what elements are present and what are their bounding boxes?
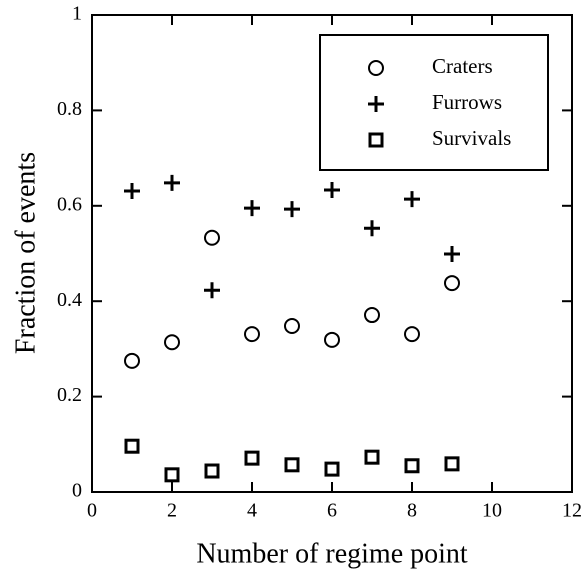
marker <box>364 307 380 324</box>
legend-box <box>319 34 549 171</box>
marker <box>444 456 460 472</box>
x-tick-label: 0 <box>87 500 97 522</box>
y-axis-label: Fraction of events <box>10 152 41 354</box>
x-tick-label: 10 <box>482 500 502 522</box>
marker <box>284 318 300 335</box>
y-tick-label: 1 <box>72 3 82 25</box>
marker <box>244 450 260 466</box>
legend-label: Craters <box>432 54 493 78</box>
marker <box>444 275 460 292</box>
marker <box>204 282 220 299</box>
marker <box>204 229 220 246</box>
marker <box>368 132 384 148</box>
x-axis-label: Number of regime point <box>196 538 468 569</box>
marker <box>324 331 340 348</box>
legend-label: Furrows <box>432 90 502 114</box>
y-tick-label: 0.2 <box>57 384 82 406</box>
marker <box>404 458 420 474</box>
marker <box>164 334 180 351</box>
marker <box>368 96 384 112</box>
marker <box>124 183 140 200</box>
marker <box>284 457 300 473</box>
marker <box>404 326 420 343</box>
marker <box>124 438 140 454</box>
x-tick-label: 4 <box>247 500 257 522</box>
y-tick-label: 0.6 <box>57 193 82 215</box>
marker <box>244 200 260 217</box>
marker <box>324 182 340 199</box>
marker <box>244 326 260 343</box>
marker <box>164 467 180 483</box>
marker <box>368 60 384 76</box>
x-tick-label: 6 <box>327 500 337 522</box>
marker <box>404 191 420 208</box>
marker <box>324 461 340 477</box>
marker <box>164 174 180 191</box>
marker <box>364 220 380 237</box>
marker <box>124 352 140 369</box>
legend-label: Survivals <box>432 126 511 150</box>
x-tick-label: 12 <box>562 500 582 522</box>
marker <box>284 201 300 218</box>
x-tick-label: 2 <box>167 500 177 522</box>
marker <box>444 245 460 262</box>
y-tick-label: 0.4 <box>57 289 82 311</box>
y-tick-label: 0.8 <box>57 98 82 120</box>
marker <box>364 449 380 465</box>
x-tick-label: 8 <box>407 500 417 522</box>
marker <box>204 463 220 479</box>
y-tick-label: 0 <box>72 480 82 502</box>
